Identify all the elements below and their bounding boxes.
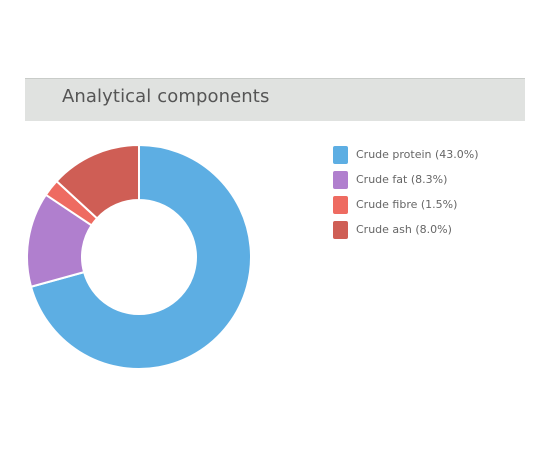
legend-label: Crude fibre (1.5%) — [356, 198, 458, 211]
slice-crude-protein[interactable] — [29, 143, 252, 370]
section-header: Analytical components — [25, 78, 525, 121]
legend-label: Crude fat (8.3%) — [356, 173, 448, 186]
donut-slices — [26, 143, 252, 370]
legend-label: Crude protein (43.0%) — [356, 148, 479, 161]
legend-swatch — [333, 196, 348, 214]
legend-swatch — [333, 171, 348, 189]
slice-crude-ash[interactable] — [55, 143, 140, 220]
legend-swatch — [333, 221, 348, 239]
section-title: Analytical components — [62, 86, 270, 107]
legend-swatch — [333, 146, 348, 164]
legend-label: Crude ash (8.0%) — [356, 223, 452, 236]
